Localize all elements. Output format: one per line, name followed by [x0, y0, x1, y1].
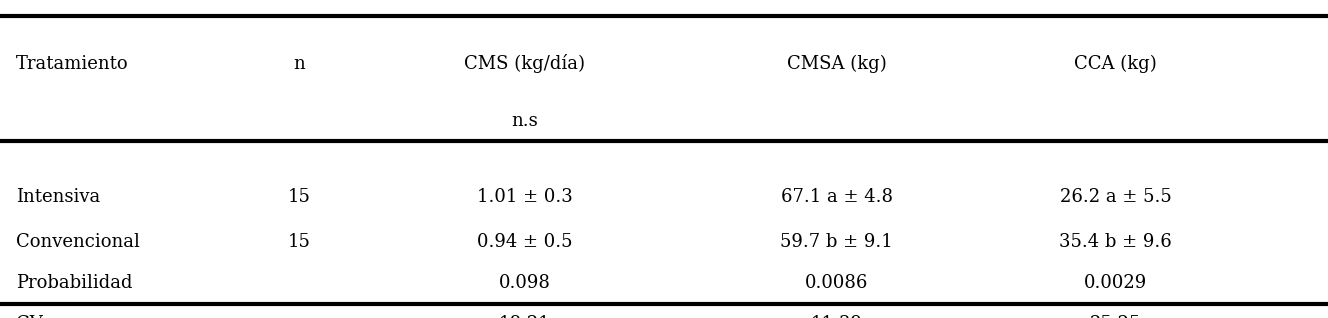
Text: 11.39: 11.39: [810, 315, 863, 318]
Text: 35.4 b ± 9.6: 35.4 b ± 9.6: [1060, 233, 1171, 251]
Text: CV: CV: [16, 315, 42, 318]
Text: 0.0086: 0.0086: [805, 274, 869, 292]
Text: 15: 15: [287, 233, 311, 251]
Text: n.s: n.s: [511, 112, 538, 130]
Text: 0.098: 0.098: [498, 274, 551, 292]
Text: 1.01 ± 0.3: 1.01 ± 0.3: [477, 188, 572, 206]
Text: n: n: [293, 55, 304, 73]
Text: 0.0029: 0.0029: [1084, 274, 1147, 292]
Text: CCA (kg): CCA (kg): [1074, 54, 1157, 73]
Text: Intensiva: Intensiva: [16, 188, 100, 206]
Text: 15: 15: [287, 188, 311, 206]
Text: 59.7 b ± 9.1: 59.7 b ± 9.1: [781, 233, 892, 251]
Text: 67.1 a ± 4.8: 67.1 a ± 4.8: [781, 188, 892, 206]
Text: Convencional: Convencional: [16, 233, 139, 251]
Text: 25.25: 25.25: [1090, 315, 1141, 318]
Text: 26.2 a ± 5.5: 26.2 a ± 5.5: [1060, 188, 1171, 206]
Text: Tratamiento: Tratamiento: [16, 55, 129, 73]
Text: 18.21: 18.21: [499, 315, 550, 318]
Text: CMSA (kg): CMSA (kg): [786, 54, 887, 73]
Text: Probabilidad: Probabilidad: [16, 274, 133, 292]
Text: CMS (kg/día): CMS (kg/día): [463, 54, 586, 73]
Text: 0.94 ± 0.5: 0.94 ± 0.5: [477, 233, 572, 251]
